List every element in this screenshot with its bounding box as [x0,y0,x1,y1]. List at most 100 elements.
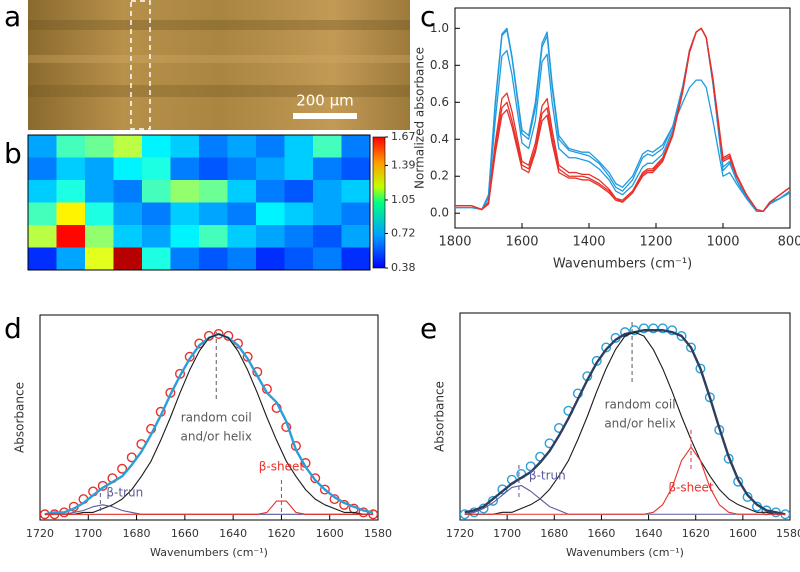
heat-cell [256,202,285,226]
annotation: β-trun [529,469,566,483]
plot-frame [454,7,791,229]
colorbar-tick-label: 0.72 [391,226,416,239]
heat-cell [227,247,257,271]
data-line [44,500,374,515]
heat-cell [199,202,228,226]
heat-cell [284,180,314,203]
y-tick-label: 1.0 [430,21,449,35]
heat-cell [256,180,285,203]
heat-cell [85,157,114,181]
y-tick-label: 0.8 [430,58,449,72]
x-tick-label: 800 [778,235,800,250]
colorbar-tick-label: 0.38 [391,261,416,274]
annotation: random coil [605,398,676,412]
heat-cell [341,225,371,248]
panel-label: e [420,312,437,345]
data-point [648,323,659,334]
data-point [638,323,649,334]
plot-frame [459,312,791,521]
annotation: random coil [181,411,252,425]
data-line [455,27,790,213]
heat-cell [341,180,371,203]
data-point [488,495,499,506]
plot-frame [39,314,379,521]
x-tick-label: 1600 [505,235,538,250]
heat-cell [227,180,257,203]
heat-cell [199,247,228,271]
heat-cell [142,180,171,203]
heat-cell [284,202,314,226]
heat-cell [56,157,86,181]
heat-cell [85,225,114,248]
data-point [213,328,224,339]
data-line [44,504,374,515]
x-tick-label: 1700 [74,527,102,540]
x-tick-label: 1720 [446,527,474,540]
heat-cell [28,157,57,181]
x-tick-label: 1400 [572,235,605,250]
heat-cell [199,157,228,181]
annotation: and/or helix [181,430,252,444]
data-point [319,484,330,495]
x-tick-label: 1680 [123,527,151,540]
panel-label: a [4,0,21,33]
selection-box [130,0,151,130]
heat-cell [341,247,371,271]
data-point [704,392,715,403]
x-tick-label: 1580 [364,527,392,540]
heat-cell [85,202,114,226]
data-line [464,331,786,515]
y-tick-label: 0.4 [430,132,449,146]
heat-cell [28,202,57,226]
x-tick-label: 1620 [267,527,295,540]
heat-cell [313,202,342,226]
data-point [742,492,753,503]
heat-cell [113,225,143,248]
heat-cell [142,247,171,271]
texture [28,20,410,30]
heat-cell [170,225,200,248]
heat-cell [199,135,228,158]
heat-cell [56,202,86,226]
heat-cell [313,157,342,181]
data-line [455,27,790,213]
data-point [695,363,706,374]
y-axis-label: Normalized absorbance [413,47,427,189]
heat-cell [170,157,200,181]
heat-cell [113,157,143,181]
data-point [497,484,508,495]
x-axis-label: Wavenumbers (cm⁻¹) [566,546,684,559]
heat-cell [341,135,371,158]
scale-bar-label: 200 μm [296,92,354,110]
heat-cell [313,135,342,158]
heat-cell [284,157,314,181]
x-tick-label: 1660 [587,527,615,540]
heat-cell [227,202,257,226]
annotation: and/or helix [604,417,675,431]
series-group [460,323,790,520]
colorbar-tick-label: 1.39 [391,158,416,171]
heat-cell [113,135,143,158]
heat-cell [170,180,200,203]
heat-cell [113,180,143,203]
heat-cell [113,202,143,226]
heat-cell [85,247,114,271]
panel-label: d [4,312,22,345]
x-tick-label: 1580 [776,527,800,540]
y-tick-label: 0.6 [430,95,449,109]
heat-cell [142,135,171,158]
heat-cell [142,225,171,248]
panel-label: b [4,137,22,170]
heat-cell [170,135,200,158]
heat-cell [284,247,314,271]
data-line [455,27,790,213]
heat-cell [341,202,371,226]
colorbar [372,136,386,269]
x-tick-label: 1680 [540,527,568,540]
x-axis-label: Wavenumbers (cm⁻¹) [150,546,268,559]
x-tick-label: 1600 [729,527,757,540]
heat-cell [341,157,371,181]
heat-cell [56,135,86,158]
data-point [676,331,687,342]
x-tick-label: 1200 [639,235,672,250]
